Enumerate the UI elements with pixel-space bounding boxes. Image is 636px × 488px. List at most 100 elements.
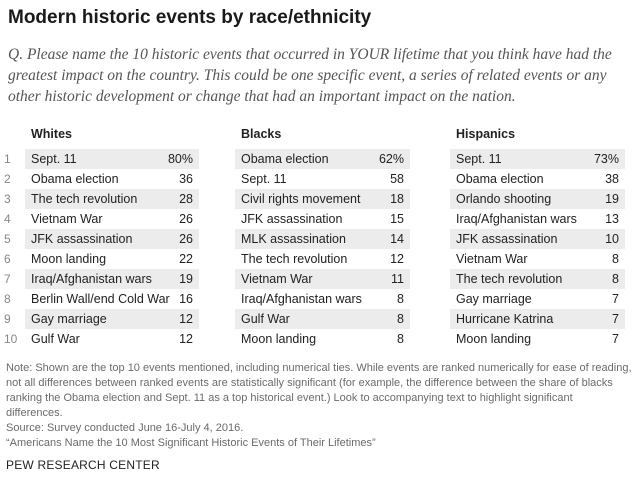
event-percent: 8 — [397, 312, 404, 326]
rank-number: 2 — [4, 172, 11, 186]
table-row: Vietnam War 8 — [450, 249, 625, 269]
event-name: Civil rights movement — [241, 192, 361, 206]
table-row: MLK assassination 14 — [235, 229, 410, 249]
rank-number: 1 — [4, 152, 11, 166]
event-name: Obama election — [241, 152, 329, 166]
event-percent: 36 — [179, 172, 193, 186]
chart-title: Modern historic events by race/ethnicity — [8, 7, 372, 28]
table-row: The tech revolution 28 — [25, 189, 199, 209]
event-percent: 16 — [179, 292, 193, 306]
event-percent: 15 — [390, 212, 404, 226]
table-row: Orlando shooting 19 — [450, 189, 625, 209]
table-row: Moon landing 8 — [235, 329, 410, 349]
rank-number: 5 — [4, 232, 11, 246]
event-percent: 8 — [612, 272, 619, 286]
event-name: Sept. 11 — [456, 152, 502, 166]
event-percent: 58 — [390, 172, 404, 186]
event-percent: 73% — [593, 152, 619, 166]
event-percent: 26 — [179, 232, 193, 246]
event-name: JFK assassination — [456, 232, 558, 246]
event-name: Obama election — [31, 172, 119, 186]
table-row: Hurricane Katrina 7 — [450, 309, 625, 329]
table-row: Gay marriage 7 — [450, 289, 625, 309]
question-prefix: Q. — [8, 46, 24, 63]
event-percent: 19 — [605, 192, 619, 206]
table-whites: Sept. 11 80% Obama election 36 The tech revo… — [25, 149, 199, 349]
event-percent: 8 — [397, 292, 404, 306]
table-row: JFK assassination 26 — [25, 229, 199, 249]
table-row: Gulf War 8 — [235, 309, 410, 329]
event-name: MLK assassination — [241, 232, 346, 246]
event-name: Berlin Wall/end Cold War — [31, 292, 170, 306]
event-name: Gay marriage — [456, 292, 532, 306]
table-row: Civil rights movement 18 — [235, 189, 410, 209]
event-name: Gulf War — [31, 332, 80, 346]
table-row: Iraq/Afghanistan wars 13 — [450, 209, 625, 229]
column-header-hispanics: Hispanics — [456, 127, 516, 141]
event-percent: 28 — [179, 192, 193, 206]
event-percent: 62% — [378, 152, 404, 166]
event-percent: 11 — [391, 272, 404, 286]
event-name: Gay marriage — [31, 312, 107, 326]
table-row: Obama election 36 — [25, 169, 199, 189]
event-name: Moon landing — [241, 332, 317, 346]
survey-question: Q. Please name the 10 historic events th… — [8, 44, 630, 107]
notes-block: Note: Shown are the top 10 events mentio… — [6, 361, 632, 451]
table-row: Obama election 62% — [235, 149, 410, 169]
event-percent: 19 — [179, 272, 193, 286]
event-name: JFK assassination — [241, 212, 343, 226]
table-row: The tech revolution 12 — [235, 249, 410, 269]
event-name: Vietnam War — [31, 212, 103, 226]
event-name: The tech revolution — [456, 272, 563, 286]
note-text: Note: Shown are the top 10 events mentio… — [6, 362, 632, 419]
event-percent: 12 — [179, 332, 193, 346]
event-name: Vietnam War — [456, 252, 528, 266]
event-percent: 14 — [390, 232, 404, 246]
event-percent: 7 — [612, 312, 619, 326]
rank-number: 10 — [4, 332, 18, 346]
event-name: Gulf War — [241, 312, 290, 326]
table-row: Vietnam War 11 — [235, 269, 410, 289]
event-name: Iraq/Afghanistan wars — [456, 212, 577, 226]
event-name: Moon landing — [456, 332, 532, 346]
event-percent: 12 — [390, 252, 404, 266]
event-name: The tech revolution — [31, 192, 138, 206]
event-name: Hurricane Katrina — [456, 312, 554, 326]
event-percent: 8 — [612, 252, 619, 266]
event-name: Obama election — [456, 172, 544, 186]
event-percent: 26 — [179, 212, 193, 226]
question-text: Please name the 10 historic events that … — [8, 46, 612, 105]
table-row: Moon landing 7 — [450, 329, 625, 349]
event-percent: 7 — [612, 332, 619, 346]
table-row: Vietnam War 26 — [25, 209, 199, 229]
event-name: Moon landing — [31, 252, 107, 266]
event-percent: 7 — [612, 292, 619, 306]
table-row: Sept. 11 80% — [25, 149, 199, 169]
rank-number: 7 — [4, 272, 11, 286]
event-name: Orlando shooting — [456, 192, 552, 206]
event-percent: 38 — [605, 172, 619, 186]
event-percent: 8 — [397, 332, 404, 346]
table-row: JFK assassination 15 — [235, 209, 410, 229]
event-name: JFK assassination — [31, 232, 133, 246]
rank-number: 4 — [4, 212, 11, 226]
event-name: Iraq/Afghanistan wars — [241, 292, 362, 306]
rank-number: 3 — [4, 192, 11, 206]
table-row: JFK assassination 10 — [450, 229, 625, 249]
column-header-whites: Whites — [31, 127, 72, 141]
event-name: The tech revolution — [241, 252, 348, 266]
table-row: Gulf War 12 — [25, 329, 199, 349]
event-percent: 10 — [605, 232, 619, 246]
rank-number: 8 — [4, 292, 11, 306]
table-row: Gay marriage 12 — [25, 309, 199, 329]
table-row: Iraq/Afghanistan wars 19 — [25, 269, 199, 289]
table-row: Obama election 38 — [450, 169, 625, 189]
rank-number: 6 — [4, 252, 11, 266]
event-name: Vietnam War — [241, 272, 313, 286]
event-name: Sept. 11 — [241, 172, 287, 186]
table-row: Sept. 11 73% — [450, 149, 625, 169]
table-row: Berlin Wall/end Cold War 16 — [25, 289, 199, 309]
event-percent: 18 — [390, 192, 404, 206]
event-name: Iraq/Afghanistan wars — [31, 272, 152, 286]
table-row: The tech revolution 8 — [450, 269, 625, 289]
